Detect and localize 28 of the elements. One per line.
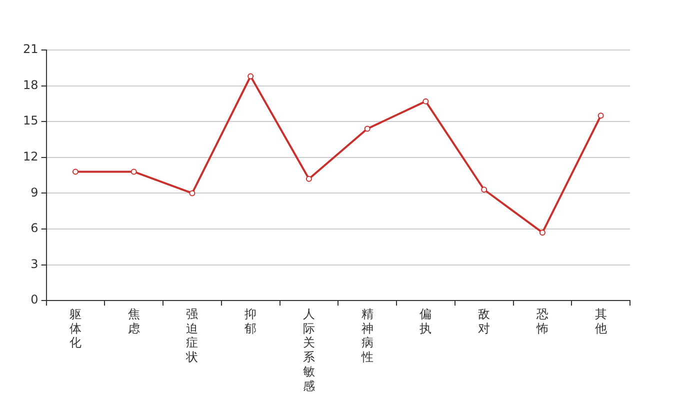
x-tick-label: 强迫症状 (185, 306, 198, 364)
x-tick-label: 人际关系敏感 (302, 306, 315, 393)
y-tick-label: 0 (30, 292, 38, 307)
point (130, 168, 137, 175)
y-tick-label: 9 (30, 185, 38, 200)
x-tick-label: 偏执 (420, 306, 432, 336)
point (481, 186, 488, 193)
point (189, 190, 196, 196)
y-tick-label: 6 (30, 221, 38, 236)
y-tick-label: 18 (22, 78, 38, 92)
x-tick-label: 恐怖 (535, 306, 548, 336)
point (598, 112, 604, 119)
x-tick-label: 精神病性 (360, 306, 374, 364)
point (248, 73, 254, 80)
point (422, 98, 429, 104)
point (306, 176, 312, 182)
x-tick-label: 敌对 (478, 306, 490, 336)
y-tick-label: 3 (30, 256, 38, 271)
point (72, 168, 78, 175)
x-tick-label: 抑郁 (244, 306, 257, 336)
y-tick-label: 21 (22, 42, 38, 56)
point (539, 230, 546, 236)
y-tick-label: 15 (22, 114, 38, 128)
point (364, 126, 370, 132)
x-tick-label: 躯体化 (69, 306, 82, 350)
x-tick-label: 其他 (594, 306, 607, 336)
y-tick-label: 12 (22, 150, 38, 164)
x-tick-label: 焦虑 (128, 306, 140, 336)
